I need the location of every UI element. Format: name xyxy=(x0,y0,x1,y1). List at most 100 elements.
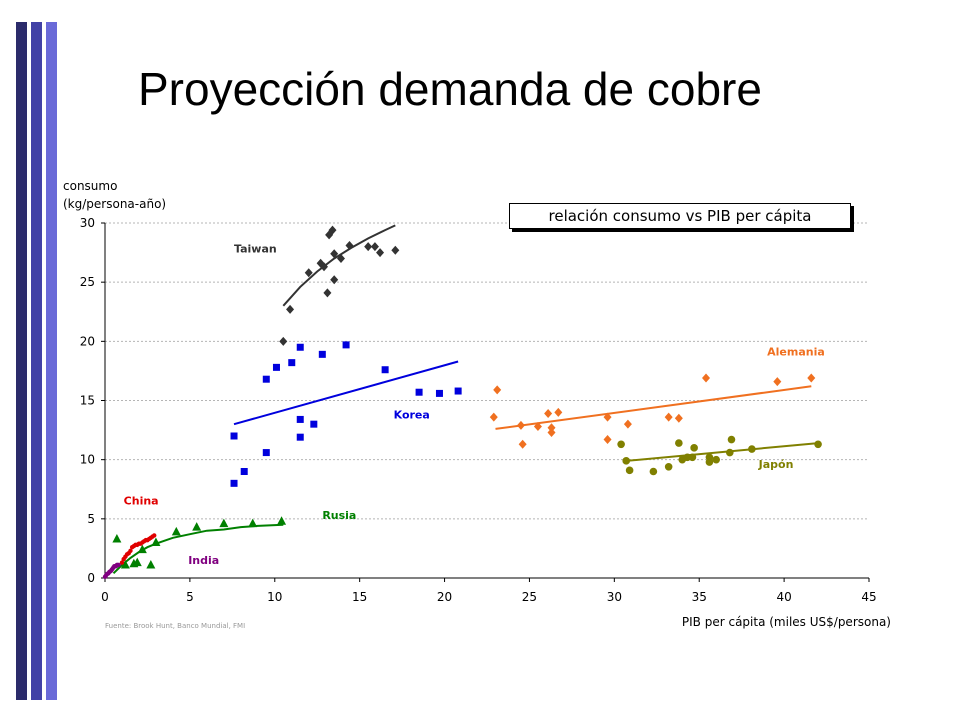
point-india-16 xyxy=(116,562,121,568)
point-korea-0 xyxy=(230,432,238,440)
point-korea-7 xyxy=(296,343,304,351)
y-tick-label-10: 10 xyxy=(80,453,95,467)
point-japon-8 xyxy=(688,453,697,462)
label-alemania: Alemania xyxy=(767,346,825,359)
trend-taiwan xyxy=(282,224,396,307)
point-alemania-9 xyxy=(603,435,612,445)
label-rusia: Rusia xyxy=(322,509,356,522)
slide-title: Proyección demanda de cobre xyxy=(138,63,762,115)
source-note: Fuente: Brook Hunt, Banco Mundial, FMI xyxy=(105,622,245,630)
point-taiwan-12 xyxy=(364,242,373,252)
point-japon-12 xyxy=(712,455,720,464)
point-alemania-2 xyxy=(516,420,525,430)
point-rusia-7 xyxy=(171,526,181,536)
x-tick-label-45: 45 xyxy=(861,590,876,604)
point-alemania-3 xyxy=(518,439,527,449)
point-japon-11 xyxy=(705,458,714,466)
point-taiwan-15 xyxy=(391,245,400,255)
point-korea-11 xyxy=(318,350,326,358)
x-tick-label-20: 20 xyxy=(437,590,452,604)
point-alemania-14 xyxy=(702,373,711,383)
y-axis-label-line2: (kg/persona-año) xyxy=(63,197,166,211)
point-alemania-5 xyxy=(544,409,553,419)
point-japon-5 xyxy=(675,439,683,447)
point-rusia-0 xyxy=(112,533,122,543)
x-tick-label-40: 40 xyxy=(776,590,791,604)
point-japon-9 xyxy=(690,444,698,452)
point-rusia-6 xyxy=(151,537,161,546)
point-japon-14 xyxy=(727,435,736,444)
point-korea-1 xyxy=(230,479,238,487)
point-china-5 xyxy=(128,548,133,553)
point-taiwan-14 xyxy=(376,248,385,258)
point-taiwan-4 xyxy=(320,262,329,272)
point-korea-16 xyxy=(454,387,462,395)
point-taiwan-9 xyxy=(330,249,339,259)
point-rusia-3 xyxy=(132,557,142,567)
series-labels: Taiwan Korea Alemania Japón China Rusia India xyxy=(124,243,825,567)
point-korea-8 xyxy=(296,415,304,423)
label-korea: Korea xyxy=(394,408,430,421)
y-tick-label-30: 30 xyxy=(80,216,95,230)
point-korea-2 xyxy=(240,468,248,475)
point-korea-15 xyxy=(435,389,443,397)
trend-lines xyxy=(112,224,819,575)
point-taiwan-13 xyxy=(370,242,379,252)
point-alemania-10 xyxy=(603,412,612,422)
point-alemania-13 xyxy=(674,413,683,423)
point-alemania-15 xyxy=(773,377,782,387)
point-rusia-1 xyxy=(120,559,130,569)
trend-japon xyxy=(626,442,819,462)
point-alemania-0 xyxy=(489,412,498,422)
point-alemania-12 xyxy=(664,412,673,422)
point-korea-10 xyxy=(310,420,318,428)
trend-rusia xyxy=(112,523,284,575)
trend-korea xyxy=(233,360,459,426)
axes: 0 5 10 15 20 25 30 0 5 10 15 20 25 30 35 40 45 xyxy=(80,216,877,604)
label-india: India xyxy=(188,554,219,567)
x-tick-label-5: 5 xyxy=(186,590,194,604)
x-tick-label-30: 30 xyxy=(607,590,622,604)
point-taiwan-10 xyxy=(336,254,345,263)
y-tick-label-5: 5 xyxy=(87,512,95,526)
decor-bar-2 xyxy=(31,22,42,700)
point-alemania-7 xyxy=(547,423,556,433)
point-alemania-8 xyxy=(554,407,563,417)
trend-alemania xyxy=(495,385,812,430)
point-korea-5 xyxy=(272,363,280,371)
point-taiwan-5 xyxy=(323,288,332,298)
callout-box: relación consumo vs PIB per cápita xyxy=(509,203,851,229)
point-taiwan-7 xyxy=(328,225,337,235)
label-japon: Japón xyxy=(758,458,794,471)
point-japon-15 xyxy=(748,445,756,453)
point-alemania-6 xyxy=(547,427,556,437)
data-points xyxy=(102,225,822,580)
point-rusia-8 xyxy=(192,522,202,531)
x-tick-label-10: 10 xyxy=(267,590,282,604)
point-taiwan-2 xyxy=(304,268,313,278)
point-japon-4 xyxy=(664,462,673,471)
point-china-0 xyxy=(119,560,125,565)
point-rusia-5 xyxy=(146,559,156,569)
y-tick-label-0: 0 xyxy=(87,571,95,585)
point-alemania-4 xyxy=(533,422,542,432)
y-tick-label-25: 25 xyxy=(80,275,95,289)
point-korea-9 xyxy=(296,433,304,441)
point-korea-14 xyxy=(415,388,423,396)
point-taiwan-1 xyxy=(286,304,295,314)
point-alemania-1 xyxy=(493,385,502,395)
point-japon-16 xyxy=(814,440,822,449)
point-rusia-9 xyxy=(219,518,229,528)
label-china: China xyxy=(124,495,159,508)
point-rusia-10 xyxy=(248,518,258,528)
point-china-19 xyxy=(152,533,157,538)
point-rusia-4 xyxy=(137,544,147,554)
x-tick-label-15: 15 xyxy=(352,590,367,604)
point-rusia-11 xyxy=(277,516,287,525)
point-alemania-16 xyxy=(807,373,816,383)
point-korea-3 xyxy=(262,449,270,457)
point-japon-2 xyxy=(625,466,634,475)
point-taiwan-0 xyxy=(279,336,288,346)
y-tick-label-15: 15 xyxy=(80,394,95,408)
